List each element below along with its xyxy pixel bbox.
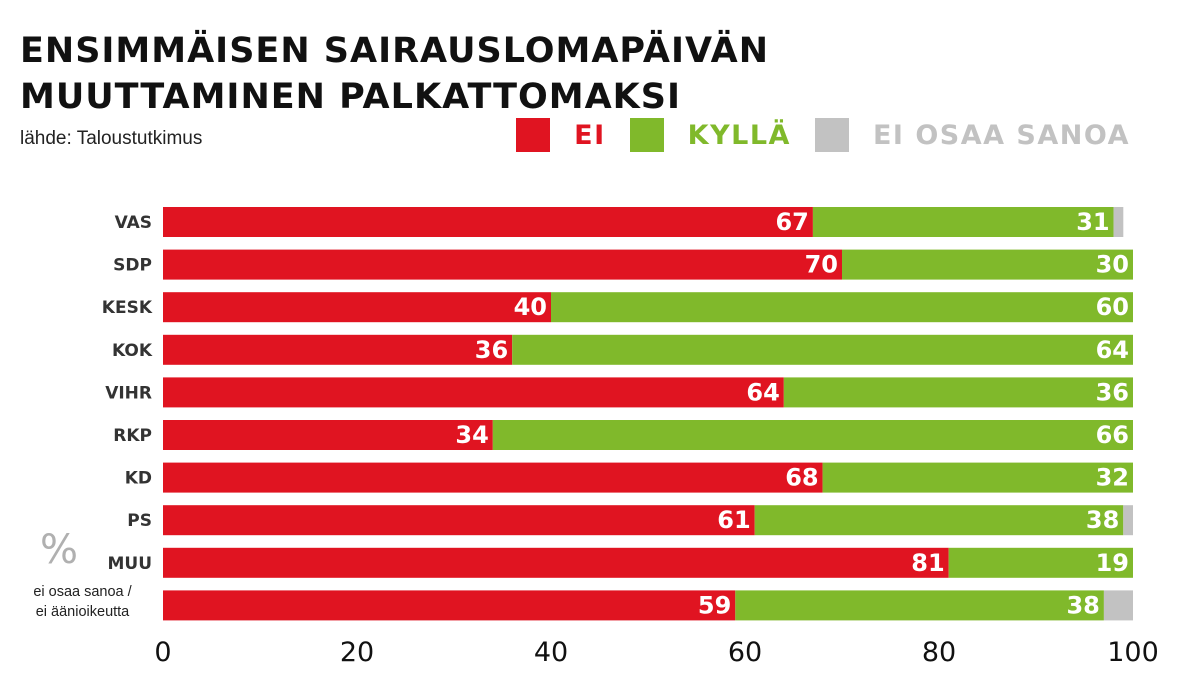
value-label-kyll-rkp: 66 [1096, 421, 1129, 449]
x-tick-20: 20 [340, 637, 374, 668]
value-label-kyll-kesk: 60 [1096, 293, 1129, 321]
value-label-ei-muu: 81 [911, 549, 944, 577]
legend-item-kylla: KYLLÄ [629, 118, 791, 152]
bar-kyll-kd [822, 462, 1133, 493]
bar-ei-ps [163, 505, 755, 536]
value-label-kyll-vas: 31 [1076, 208, 1109, 236]
x-tick-40: 40 [534, 637, 568, 668]
legend-label-kylla: KYLLÄ [687, 119, 791, 151]
legend-label-ei-osaa-sanoa: EI OSAA SANOA [872, 119, 1130, 151]
last-category-label-line-2: ei äänioikeutta [35, 604, 130, 620]
value-label-ei-sdp: 70 [805, 251, 838, 279]
x-tick-60: 60 [728, 637, 762, 668]
value-label-kyll-vihr: 36 [1096, 378, 1129, 406]
bar-kyll-kesk [551, 292, 1133, 323]
bar-ei-osaa-sanoa-ei-osaa-sanoa-ei-nioikeutta [1103, 590, 1133, 621]
last-category-label: ei osaa sanoa / ei äänioikeutta [10, 582, 155, 622]
bar-ei-ei-osaa-sanoa-ei-nioikeutta [163, 590, 736, 621]
value-label-ei-vihr: 64 [746, 378, 779, 406]
bar-ei-kok [163, 334, 513, 365]
category-label-kesk: KESK [102, 298, 153, 318]
percent-unit-label: % [40, 527, 79, 573]
value-label-ei-kd: 68 [785, 464, 818, 492]
bar-ei-vas [163, 207, 813, 237]
value-label-ei-ei-osaa-sanoa-ei-nioikeutta: 59 [698, 591, 731, 619]
legend-item-ei-osaa-sanoa: EI OSAA SANOA [814, 118, 1130, 152]
source-label: lähde: Taloustutkimus [20, 128, 203, 149]
bar-ei-kd [163, 462, 823, 493]
bar-kyll-vas [812, 207, 1114, 237]
bar-kyll-muu [948, 547, 1133, 578]
bar-ei-rkp [163, 420, 493, 450]
value-label-kyll-ps: 38 [1086, 506, 1119, 534]
x-tick-0: 0 [154, 637, 171, 668]
category-label-kd: KD [125, 469, 152, 489]
value-label-ei-kesk: 40 [514, 293, 547, 321]
last-category-label-line-1: ei osaa sanoa / [33, 584, 132, 600]
bar-kyll-kok [512, 334, 1133, 365]
x-tick-100: 100 [1107, 637, 1159, 668]
category-label-vihr: VIHR [105, 383, 152, 403]
bar-kyll-ps [754, 505, 1124, 536]
category-label-sdp: SDP [113, 256, 152, 276]
value-label-kyll-muu: 19 [1096, 549, 1129, 577]
bar-ei-kesk [163, 292, 551, 323]
bar-ei-osaa-sanoa-ps [1123, 505, 1133, 536]
bar-kyll-sdp [842, 249, 1133, 280]
value-label-kyll-sdp: 30 [1096, 251, 1129, 279]
bar-kyll-ei-osaa-sanoa-ei-nioikeutta [735, 590, 1104, 621]
bar-kyll-rkp [492, 420, 1133, 450]
value-label-ei-vas: 67 [775, 208, 808, 236]
legend-swatch-ei-osaa-sanoa [814, 118, 849, 152]
value-label-kyll-kok: 64 [1096, 336, 1129, 364]
legend-label-ei: EI [574, 119, 606, 151]
legend-swatch-ei [516, 118, 551, 152]
x-tick-80: 80 [922, 637, 956, 668]
chart-title: ENSIMMÄISEN SAIRAUSLOMAPÄIVÄN MUUTTAMINE… [20, 31, 770, 117]
bar-ei-osaa-sanoa-vas [1113, 207, 1124, 237]
bar-kyll-vihr [783, 377, 1133, 408]
value-label-ei-rkp: 34 [455, 421, 488, 449]
value-label-ei-ps: 61 [717, 506, 750, 534]
legend-item-ei: EI [516, 118, 606, 152]
bar-ei-sdp [163, 249, 842, 280]
legend-swatch-kylla [629, 118, 664, 152]
category-label-kok: KOK [112, 341, 153, 361]
value-label-ei-kok: 36 [475, 336, 508, 364]
bar-ei-vihr [163, 377, 784, 408]
value-label-kyll-ei-osaa-sanoa-ei-nioikeutta: 38 [1066, 591, 1099, 619]
bar-ei-muu [163, 547, 949, 578]
value-label-kyll-kd: 32 [1096, 464, 1129, 492]
category-label-muu: MUU [107, 554, 152, 574]
category-label-ps: PS [127, 511, 152, 531]
category-label-vas: VAS [115, 213, 152, 233]
category-label-rkp: RKP [113, 426, 152, 446]
legend: EI KYLLÄ EI OSAA SANOA [516, 117, 1130, 153]
